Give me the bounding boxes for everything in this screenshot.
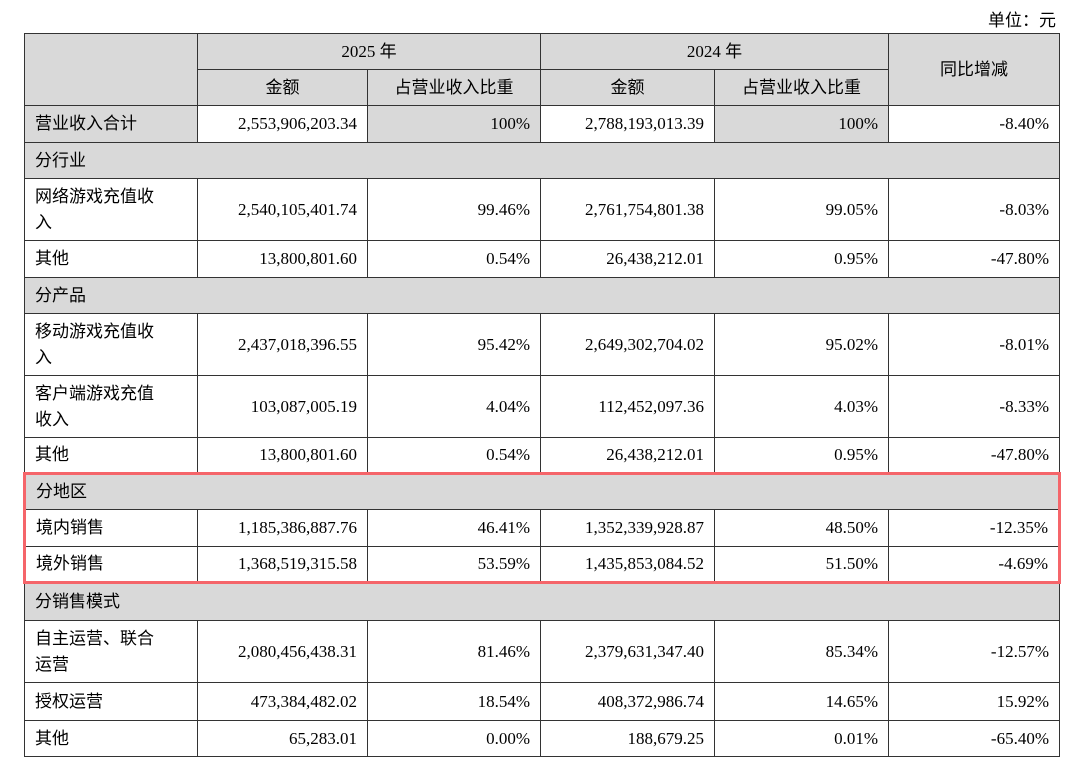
yoy-cell: -4.69% [888,546,1061,584]
amount-2025-cell: 2,437,018,396.55 [197,313,368,376]
table-row-total: 营业收入合计 2,553,906,203.34 100% 2,788,193,0… [24,105,1060,143]
pct-2025-cell: 81.46% [367,620,541,683]
amount-2024-cell: 1,435,853,084.52 [540,546,715,584]
amount-2025-cell: 2,540,105,401.74 [197,178,368,241]
yoy-cell: -8.01% [888,313,1060,376]
amount-2025-cell: 2,080,456,438.31 [197,620,368,683]
section-label: 分产品 [24,277,1060,314]
row-label: 其他 [24,240,198,278]
amount-2025-cell: 13,800,801.60 [197,437,368,474]
amount-2025-cell: 2,553,906,203.34 [197,105,368,143]
table-row-domestic-sales: 境内销售 1,185,386,887.76 46.41% 1,352,339,9… [23,509,1061,547]
amount-2024-cell: 112,452,097.36 [540,375,715,438]
section-row-product: 分产品 [24,277,1060,314]
pct-2024-cell: 48.50% [714,509,889,547]
amount-2024-header: 金额 [540,69,715,106]
amount-2024-cell: 26,438,212.01 [540,240,715,278]
pct-2024-cell: 85.34% [714,620,889,683]
table-row: 其他 13,800,801.60 0.54% 26,438,212.01 0.9… [24,437,1060,474]
table-row: 网络游戏充值收 入 2,540,105,401.74 99.46% 2,761,… [24,178,1060,241]
table-row: 自主运营、联合 运营 2,080,456,438.31 81.46% 2,379… [24,620,1060,683]
amount-2025-cell: 1,185,386,887.76 [197,509,368,547]
pct-2024-cell: 100% [714,105,889,143]
yoy-cell: -65.40% [888,720,1060,757]
table-row: 授权运营 473,384,482.02 18.54% 408,372,986.7… [24,682,1060,721]
yoy-cell: -8.40% [888,105,1060,143]
section-label: 分地区 [23,472,1061,510]
pct-2025-cell: 0.54% [367,437,541,474]
table-row-overseas-sales: 境外销售 1,368,519,315.58 53.59% 1,435,853,0… [23,546,1061,584]
row-label: 网络游戏充值收 入 [24,178,198,241]
section-row-region-highlighted: 分地区 [23,472,1061,510]
yoy-cell: -8.03% [888,178,1060,241]
pct-2025-cell: 0.54% [367,240,541,278]
yoy-cell: -8.33% [888,375,1060,438]
pct-2024-cell: 0.01% [714,720,889,757]
amount-2024-cell: 2,379,631,347.40 [540,620,715,683]
section-row-sales-model: 分销售模式 [24,582,1060,621]
amount-2025-cell: 1,368,519,315.58 [197,546,368,584]
yoy-cell: -12.57% [888,620,1060,683]
amount-2024-cell: 2,788,193,013.39 [540,105,715,143]
pct-2025-cell: 46.41% [367,509,541,547]
row-label: 其他 [24,720,198,757]
pct-2025-header: 占营业收入比重 [367,69,541,106]
pct-2024-cell: 4.03% [714,375,889,438]
yoy-cell: -47.80% [888,437,1060,474]
amount-2025-cell: 103,087,005.19 [197,375,368,438]
row-label: 境外销售 [23,546,198,584]
section-label: 分销售模式 [24,582,1060,621]
amount-2024-cell: 1,352,339,928.87 [540,509,715,547]
amount-2024-cell: 2,649,302,704.02 [540,313,715,376]
table-row: 其他 65,283.01 0.00% 188,679.25 0.01% -65.… [24,720,1060,757]
pct-2025-cell: 95.42% [367,313,541,376]
revenue-breakdown-table: 2025 年 2024 年 同比增减 金额 占营业收入比重 金额 占营业收入比重… [23,33,1061,757]
row-label: 营业收入合计 [24,105,198,143]
row-label: 自主运营、联合 运营 [24,620,198,683]
row-label: 移动游戏充值收 入 [24,313,198,376]
pct-2025-cell: 4.04% [367,375,541,438]
year-2025-header: 2025 年 [197,33,541,70]
yoy-cell: 15.92% [888,682,1060,721]
table-header-year-row: 2025 年 2024 年 同比增减 [24,33,1060,106]
pct-2024-cell: 51.50% [714,546,889,584]
yoy-cell: -47.80% [888,240,1060,278]
corner-cell [24,33,198,106]
row-label: 其他 [24,437,198,474]
amount-2025-cell: 473,384,482.02 [197,682,368,721]
pct-2024-header: 占营业收入比重 [714,69,889,106]
pct-2024-cell: 95.02% [714,313,889,376]
row-label: 境内销售 [23,509,198,547]
amount-2024-cell: 408,372,986.74 [540,682,715,721]
pct-2025-cell: 18.54% [367,682,541,721]
amount-2024-cell: 188,679.25 [540,720,715,757]
pct-2024-cell: 0.95% [714,437,889,474]
row-label: 客户端游戏充值 收入 [24,375,198,438]
row-label: 授权运营 [24,682,198,721]
table-row: 移动游戏充值收 入 2,437,018,396.55 95.42% 2,649,… [24,313,1060,376]
pct-2024-cell: 99.05% [714,178,889,241]
year-2024-header: 2024 年 [540,33,889,70]
amount-2025-cell: 65,283.01 [197,720,368,757]
pct-2025-cell: 99.46% [367,178,541,241]
section-label: 分行业 [24,142,1060,179]
unit-label: 单位：元 [988,11,1056,30]
amount-2024-cell: 26,438,212.01 [540,437,715,474]
table-row: 客户端游戏充值 收入 103,087,005.19 4.04% 112,452,… [24,375,1060,438]
table-row: 其他 13,800,801.60 0.54% 26,438,212.01 0.9… [24,240,1060,278]
pct-2025-cell: 0.00% [367,720,541,757]
amount-2024-cell: 2,761,754,801.38 [540,178,715,241]
yoy-header: 同比增减 [888,33,1060,106]
section-row-industry: 分行业 [24,142,1060,179]
table-header-sub-row: 金额 占营业收入比重 金额 占营业收入比重 [25,69,1060,106]
pct-2025-cell: 100% [367,105,541,143]
pct-2025-cell: 53.59% [367,546,541,584]
amount-2025-header: 金额 [197,69,368,106]
pct-2024-cell: 0.95% [714,240,889,278]
pct-2024-cell: 14.65% [714,682,889,721]
amount-2025-cell: 13,800,801.60 [197,240,368,278]
yoy-cell: -12.35% [888,509,1061,547]
